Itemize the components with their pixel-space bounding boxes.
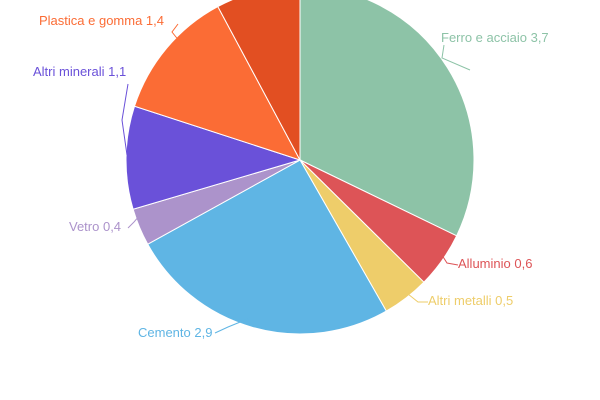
leader-line-altri-minerali <box>121 83 129 156</box>
pie-slice-unlabeled <box>217 0 301 161</box>
pie-slice-altri-minerali <box>125 105 302 210</box>
pie-slices <box>125 0 475 335</box>
slice-label-ferro-e-acciaio: Ferro e acciaio 3,7 <box>441 30 549 45</box>
leader-line-altri-metalli <box>407 293 428 303</box>
leader-line-cemento <box>214 317 251 334</box>
slice-label-cemento: Cemento 2,9 <box>138 325 212 340</box>
slice-label-altri-metalli: Altri metalli 0,5 <box>428 293 513 308</box>
slice-label-altri-minerali: Altri minerali 1,1 <box>33 64 126 79</box>
slice-label-vetro: Vetro 0,4 <box>69 219 121 234</box>
leader-line-alluminio <box>439 251 459 266</box>
slice-label-alluminio: Alluminio 0,6 <box>458 256 532 271</box>
slice-label-plastica-e-gomma: Plastica e gomma 1,4 <box>39 13 164 28</box>
pie-labels: Ferro e acciaio 3,7 Alluminio 0,6 Altri me… <box>33 13 549 340</box>
pie-slice-ferro-e-acciaio <box>299 0 475 237</box>
leader-line-ferro-e-acciaio <box>441 44 471 71</box>
leader-line-vetro <box>127 214 141 229</box>
pie-slice-plastica-e-gomma <box>133 5 302 161</box>
pie-slice-cemento <box>147 159 387 335</box>
leader-line-plastica-e-gomma <box>171 23 181 43</box>
